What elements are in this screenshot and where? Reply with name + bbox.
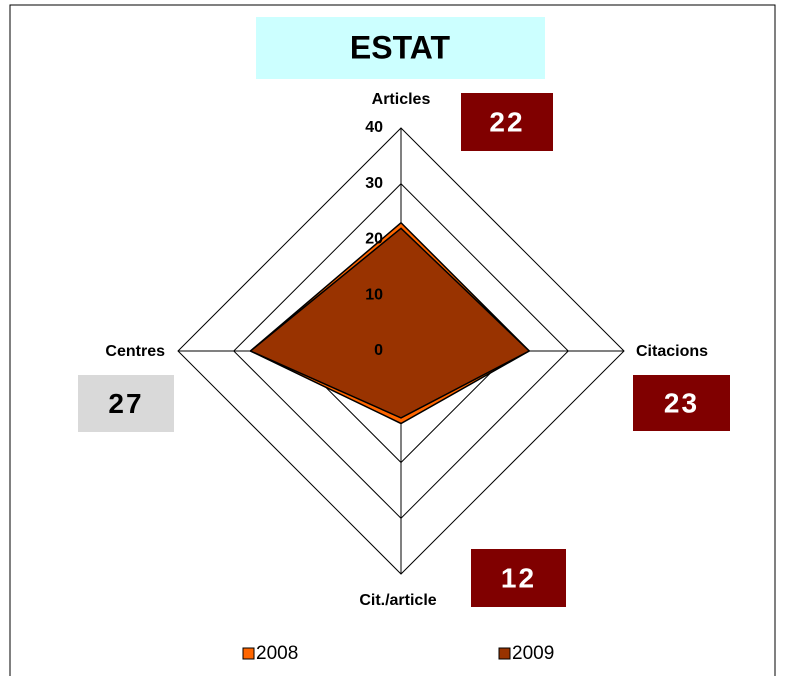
category-label: Cit./article [359, 592, 436, 609]
callout-value: 22 [489, 106, 524, 137]
callout-box [633, 375, 730, 431]
tick-label: 0 [374, 342, 383, 359]
tick-label: 40 [365, 119, 383, 136]
tick-label: 10 [365, 286, 383, 303]
tick-label: 30 [365, 175, 383, 192]
category-label: Articles [372, 91, 431, 108]
legend-swatch [242, 647, 255, 660]
callout-value: 27 [108, 388, 143, 419]
callout-value: 23 [664, 387, 699, 418]
legend-label: 2009 [512, 643, 554, 664]
callout-box [471, 549, 566, 607]
tick-label: 20 [365, 231, 383, 248]
callout-box [78, 375, 174, 432]
category-label: Centres [105, 343, 165, 360]
callout-box [461, 93, 553, 151]
chart-title: ESTAT [350, 29, 451, 65]
legend-label: 2008 [256, 643, 298, 664]
title-box [256, 17, 545, 79]
series-area [249, 227, 531, 419]
callout-value: 12 [501, 562, 536, 593]
category-label: Citacions [636, 343, 708, 360]
legend-swatch [498, 647, 511, 660]
